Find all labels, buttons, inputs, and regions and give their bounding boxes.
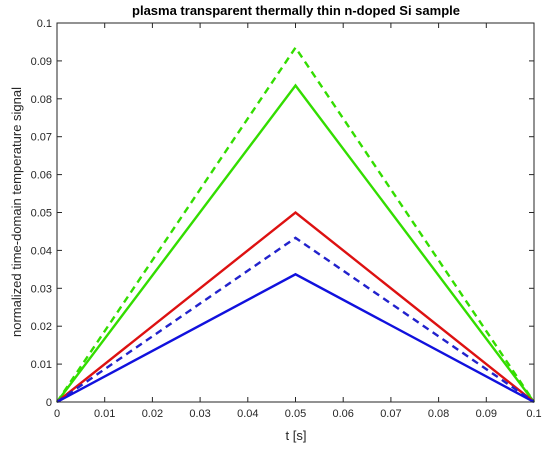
x-tick-label: 0.06 xyxy=(332,408,353,420)
series-line-5 xyxy=(56,272,535,404)
y-tick-label: 0.05 xyxy=(31,208,52,220)
y-tick-label: 0.04 xyxy=(31,245,52,257)
x-tick-label: 0.04 xyxy=(237,408,258,420)
y-tick-label: 0.09 xyxy=(31,56,52,68)
y-tick-label: 0.01 xyxy=(31,359,52,371)
chart-title: plasma transparent thermally thin n-dope… xyxy=(132,3,460,18)
x-tick-label: 0.02 xyxy=(142,408,163,420)
x-tick-label: 0.01 xyxy=(94,408,115,420)
y-tick-label: 0.08 xyxy=(31,94,52,106)
y-tick-label: 0.03 xyxy=(31,283,52,295)
x-tick-label: 0.03 xyxy=(189,408,210,420)
y-tick-label: 0.07 xyxy=(31,132,52,144)
x-tick-label: 0.09 xyxy=(476,408,497,420)
series-line-3 xyxy=(56,210,535,403)
x-tick-label: 0 xyxy=(54,408,60,420)
y-tick-label: 0 xyxy=(46,397,52,409)
y-tick-label: 0.1 xyxy=(37,18,52,30)
y-axis-ticks: 0 0.01 0.02 0.03 0.04 0.05 0.06 0.07 0.08 0.09 0.1 xyxy=(31,18,534,409)
x-tick-label: 0.07 xyxy=(380,408,401,420)
x-tick-label: 0.05 xyxy=(285,408,306,420)
x-tick-label: 0.08 xyxy=(428,408,449,420)
series-line-1 xyxy=(56,45,535,403)
series-line-2 xyxy=(56,83,535,403)
axes-frame xyxy=(56,22,535,403)
x-axis-ticks: 0 0.01 0.02 0.03 0.04 0.05 0.06 0.07 0.08 0.09 0.1 xyxy=(54,23,542,420)
y-tick-label: 0.06 xyxy=(31,170,52,182)
x-tick-label: 0.1 xyxy=(526,408,541,420)
series-line-4 xyxy=(56,236,535,403)
series-lines xyxy=(56,45,535,404)
y-tick-label: 0.02 xyxy=(31,321,52,333)
x-axis-label: t [s] xyxy=(286,428,307,443)
y-axis-label: normalized time-domain temperature signa… xyxy=(9,87,24,337)
